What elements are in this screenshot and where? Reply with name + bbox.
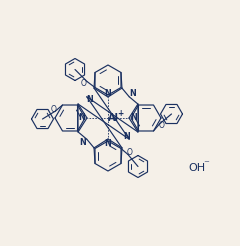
Text: +: + xyxy=(117,109,123,119)
Text: O: O xyxy=(127,148,133,157)
Text: Al: Al xyxy=(108,113,119,123)
Text: N: N xyxy=(129,89,136,98)
Text: O: O xyxy=(159,122,164,130)
Text: N: N xyxy=(105,89,111,97)
Text: N: N xyxy=(131,113,137,123)
Text: ⁻: ⁻ xyxy=(203,159,209,169)
Text: N: N xyxy=(86,95,93,104)
Text: N: N xyxy=(123,132,130,141)
Text: N: N xyxy=(79,138,86,147)
Text: N: N xyxy=(79,113,85,123)
Text: N: N xyxy=(105,139,111,149)
Text: O: O xyxy=(81,79,87,88)
Text: O: O xyxy=(51,105,56,113)
Text: OH: OH xyxy=(188,163,205,173)
